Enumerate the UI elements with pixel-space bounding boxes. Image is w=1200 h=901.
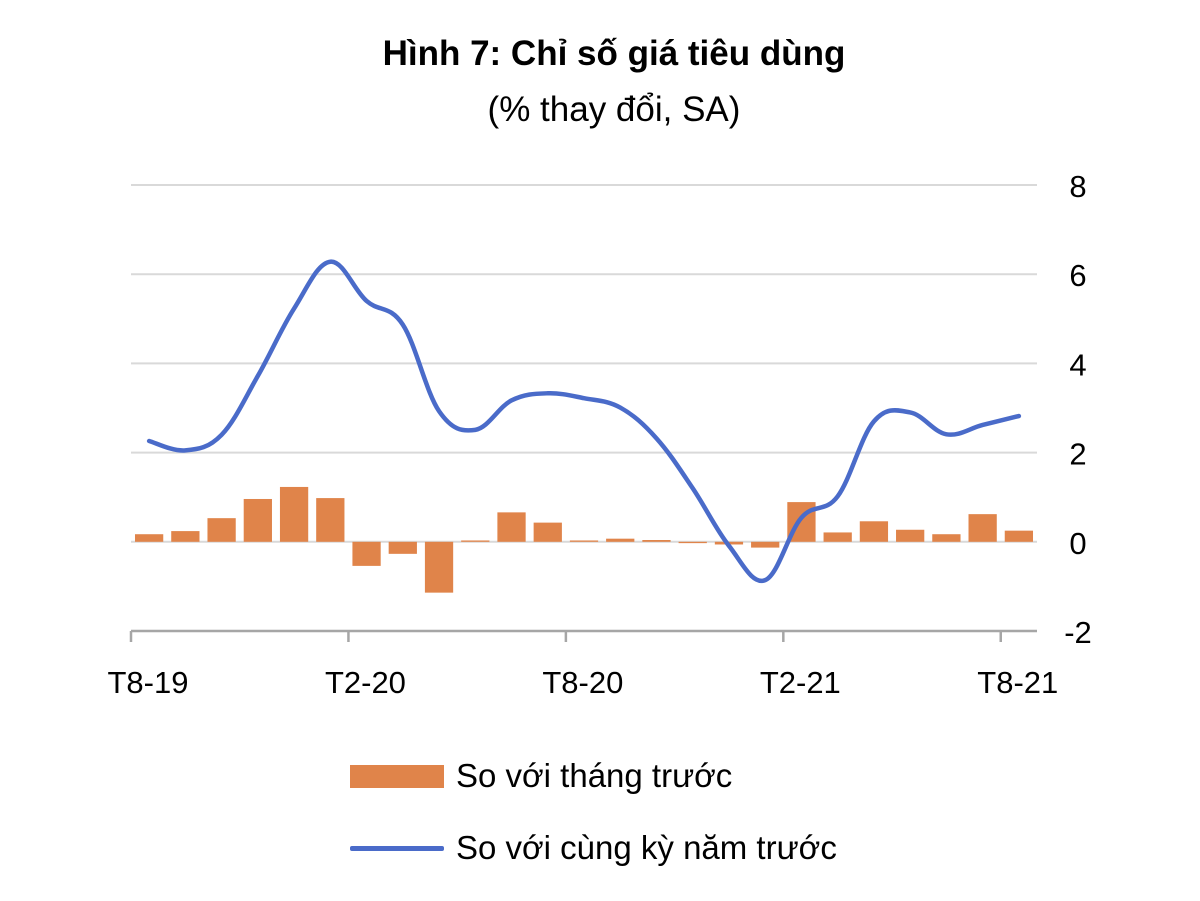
bar-T1-20 xyxy=(316,498,345,542)
y-tick-label: -2 xyxy=(1064,615,1092,650)
y-tick-label: 6 xyxy=(1069,258,1086,293)
bar-T7-20 xyxy=(533,522,562,542)
bar-T1-21 xyxy=(751,541,780,548)
legend-label-line: So với cùng kỳ năm trước xyxy=(456,829,837,866)
y-tick-label: 2 xyxy=(1069,437,1086,472)
line-series-yoy xyxy=(146,259,1022,584)
chart-subtitle: (% thay đổi, SA) xyxy=(487,90,741,129)
bar-T9-20 xyxy=(606,538,635,542)
legend-item-bar: So với tháng trước xyxy=(350,757,732,795)
chart-title: Hình 7: Chỉ số giá tiêu dùng xyxy=(382,34,846,73)
x-tick-label: T8-21 xyxy=(977,665,1058,700)
x-tick-label: T2-21 xyxy=(760,665,841,700)
x-tick-label: T8-20 xyxy=(542,665,623,700)
bar-T4-21 xyxy=(859,521,889,542)
bar-T5-20 xyxy=(461,540,490,542)
bar-T10-20 xyxy=(642,540,671,542)
legend-label-bar: So với tháng trước xyxy=(456,757,733,794)
bar-T10-19 xyxy=(207,518,236,542)
y-tick-label: 0 xyxy=(1069,526,1086,561)
legend-item-line: So với cùng kỳ năm trước xyxy=(350,829,837,867)
legend-swatch-bar xyxy=(350,764,444,788)
bar-T8-21 xyxy=(1004,530,1034,542)
y-tick-label: 4 xyxy=(1069,347,1086,382)
bar-T7-21 xyxy=(968,514,997,542)
bar-T8-20 xyxy=(569,540,599,542)
y-tick-label: 8 xyxy=(1069,169,1086,204)
bar-T9-19 xyxy=(171,531,200,542)
legend-swatch-line xyxy=(350,845,444,851)
bar-T6-20 xyxy=(497,512,526,542)
bar-T2-20 xyxy=(352,541,381,566)
bar-T6-21 xyxy=(932,534,961,542)
bar-T4-20 xyxy=(424,541,454,593)
bar-T11-20 xyxy=(678,541,707,544)
bar-T8-19 xyxy=(134,534,164,542)
x-tick-label: T2-20 xyxy=(325,665,406,700)
bar-T3-20 xyxy=(388,541,417,554)
bar-T11-19 xyxy=(243,498,272,542)
x-tick-label: T8-19 xyxy=(108,665,189,700)
bar-T5-21 xyxy=(896,529,925,542)
bar-T12-19 xyxy=(279,486,309,542)
bar-T3-21 xyxy=(823,532,852,542)
